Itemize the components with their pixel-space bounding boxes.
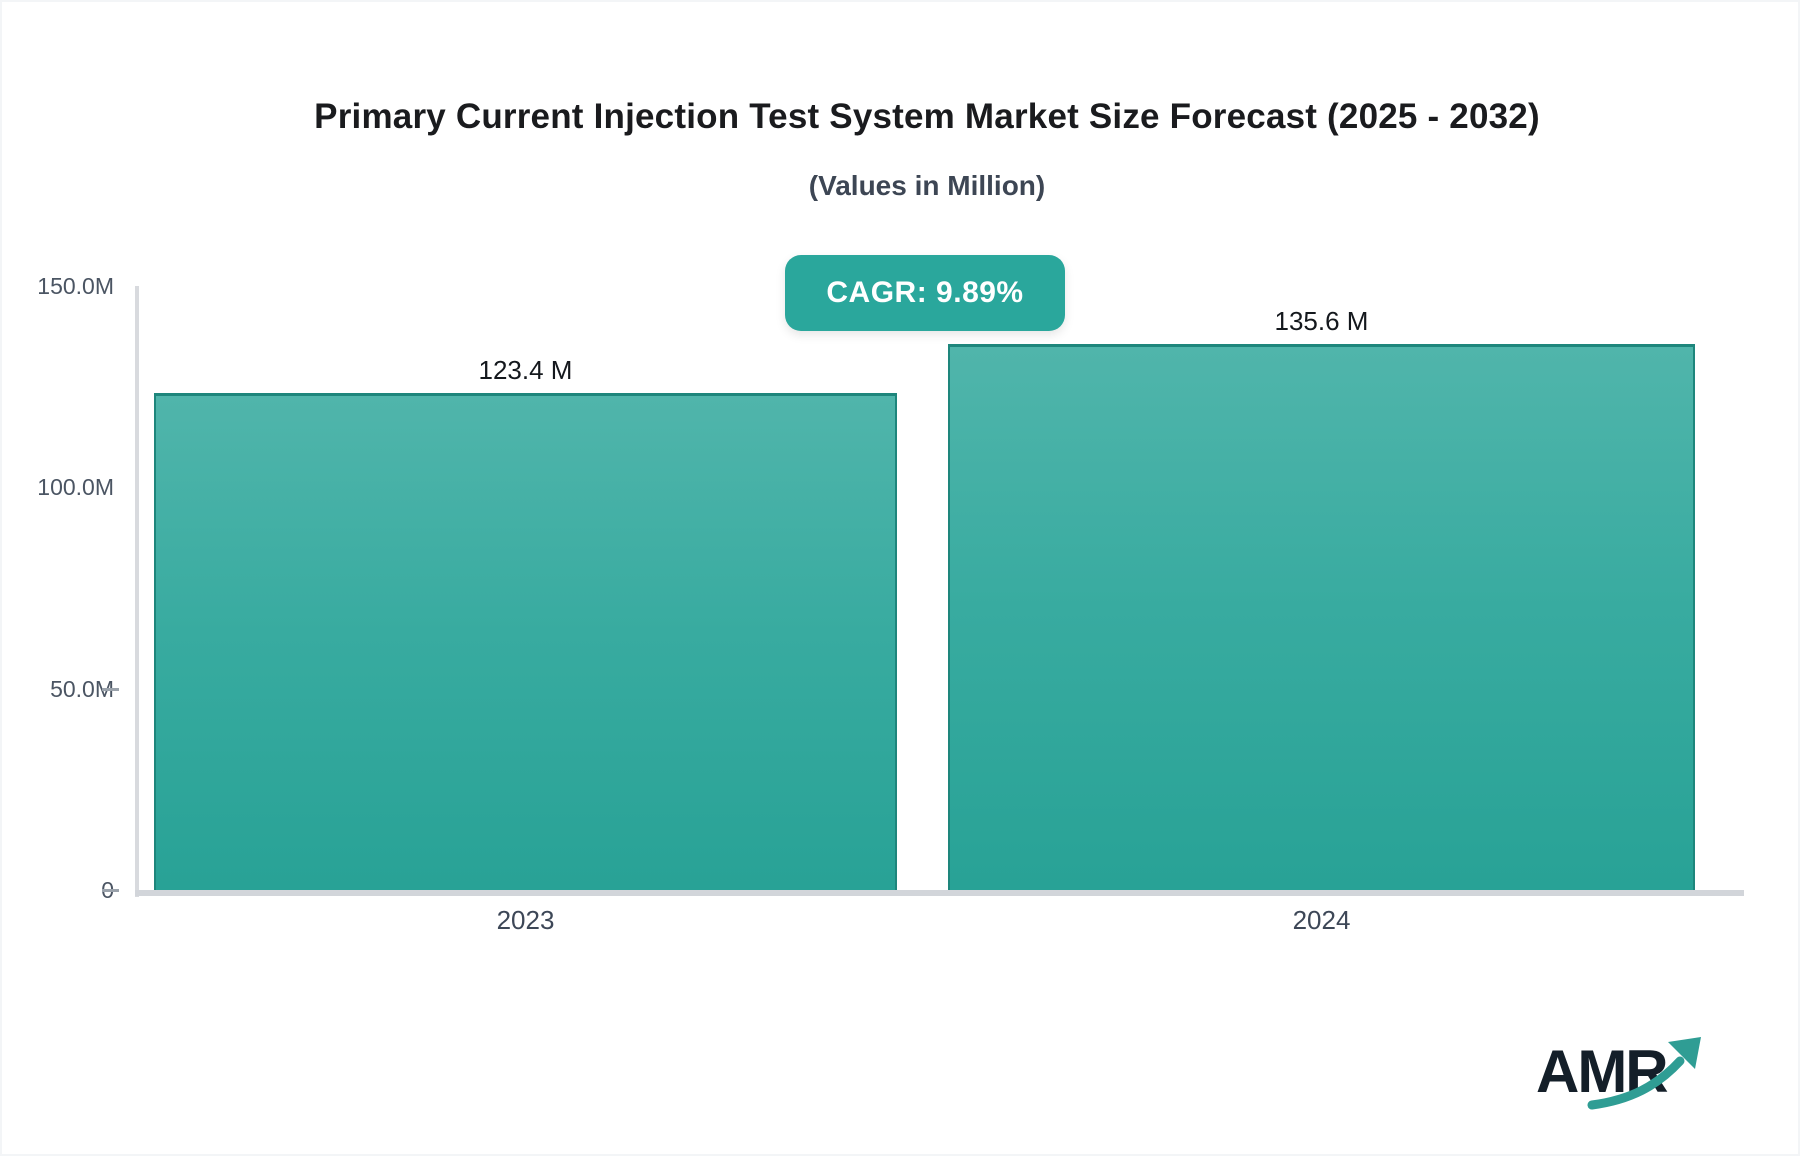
y-axis-line	[135, 286, 139, 897]
amr-logo: AMR	[1530, 1030, 1740, 1114]
y-tick-mark	[102, 889, 119, 892]
y-tick-label: 0	[2, 877, 114, 903]
y-tick-label: 50.0M	[50, 675, 114, 702]
bar-value-label: 135.6 M	[1274, 306, 1369, 336]
chart-title: Primary Current Injection Test System Ma…	[314, 97, 1540, 136]
amr-logo-text: AMR	[1536, 1038, 1668, 1105]
x-axis-label: 2024	[1292, 905, 1351, 935]
y-tick-label: 100.0M	[37, 474, 114, 501]
x-axis-line	[135, 890, 1744, 896]
bar-2024[interactable]	[948, 344, 1695, 890]
amr-logo-graphic: AMR	[1536, 1037, 1701, 1110]
bar-value-label: 123.4 M	[478, 355, 573, 385]
chart-subtitle: (Values in Million)	[808, 170, 1046, 201]
x-axis-label: 2023	[496, 905, 555, 935]
y-tick-label: 150.0M	[37, 273, 114, 299]
growth-arrow-icon	[1587, 1037, 1701, 1110]
cagr-badge: CAGR: 9.89%	[785, 255, 1065, 331]
bar-2023[interactable]	[154, 393, 897, 890]
y-tick-mark	[102, 687, 119, 691]
